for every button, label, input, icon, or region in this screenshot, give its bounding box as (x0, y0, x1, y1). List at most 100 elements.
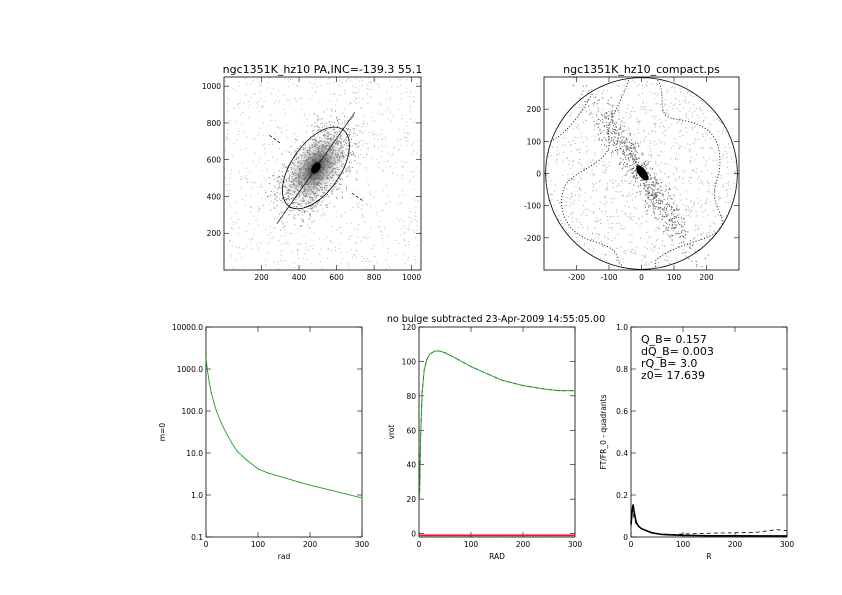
bar-pixel (681, 252, 683, 254)
noise-pixel (347, 251, 349, 253)
compact-pixel (726, 156, 728, 158)
compact-pixel (725, 132, 727, 134)
noise-pixel (370, 260, 372, 262)
noise-pixel (382, 209, 384, 211)
galaxy-pixel (347, 128, 349, 130)
compact-pixel (698, 107, 700, 109)
compact-pixel (670, 217, 672, 219)
galaxy-pixel (331, 190, 333, 192)
compact-pixel (725, 215, 727, 217)
bar-pixel (616, 151, 618, 153)
bar-pixel (639, 193, 641, 195)
bar-pixel (685, 234, 687, 236)
bar-pixel (669, 224, 671, 226)
compact-pixel (726, 195, 728, 197)
noise-pixel (400, 145, 402, 147)
noise-pixel (269, 203, 271, 205)
compact-pixel (660, 211, 662, 213)
noise-pixel (227, 133, 229, 135)
bar-pixel (653, 173, 655, 175)
compact-pixel (650, 236, 652, 238)
noise-pixel (263, 122, 265, 124)
bar-pixel (677, 246, 679, 248)
compact-xtick-label: -200 (568, 273, 585, 282)
vrot-model-line (419, 350, 575, 500)
bar-pixel (655, 194, 657, 196)
noise-pixel (282, 227, 284, 229)
bar-pixel (617, 137, 619, 139)
noise-pixel (296, 100, 298, 102)
compact-pixel (688, 210, 690, 212)
compact-pixel (635, 196, 637, 198)
noise-pixel (390, 154, 392, 156)
noise-pixel (261, 107, 263, 109)
compact-pixel (610, 198, 612, 200)
bar-pixel (666, 222, 668, 224)
bar-pixel (647, 210, 649, 212)
compact-pixel (604, 171, 606, 173)
compact-pixel (691, 209, 693, 211)
compact-pixel (618, 85, 620, 87)
noise-pixel (292, 83, 294, 85)
noise-pixel (357, 88, 359, 90)
bar-pixel (650, 195, 652, 197)
compact-pixel (556, 210, 558, 212)
m0-point (299, 481, 301, 483)
noise-pixel (247, 106, 249, 108)
compact-pixel (672, 145, 674, 147)
bar-pixel (647, 188, 649, 190)
bar-pixel (653, 210, 655, 212)
noise-pixel (312, 131, 314, 133)
noise-pixel (315, 91, 317, 93)
compact-ytick-label: -100 (524, 202, 541, 211)
galaxy-pixel (352, 151, 354, 153)
noise-pixel (249, 172, 251, 174)
noise-pixel (282, 261, 284, 263)
noise-pixel (244, 77, 246, 79)
compact-pixel (601, 253, 603, 255)
compact-pixel (642, 101, 644, 103)
galaxy-pixel (335, 186, 337, 188)
noise-pixel (297, 228, 299, 230)
noise-pixel (413, 230, 415, 232)
vrot-ytick-label: 0 (411, 530, 416, 539)
compact-pixel (671, 260, 673, 262)
compact-pixel (653, 246, 655, 248)
noise-pixel (353, 130, 355, 132)
noise-pixel (258, 193, 260, 195)
bar-pixel (652, 203, 654, 205)
compact-pixel (695, 107, 697, 109)
compact-pixel (580, 224, 582, 226)
compact-pixel (698, 188, 700, 190)
compact-pixel (645, 109, 647, 111)
galaxy-pixel (281, 211, 283, 213)
bar-pixel (644, 184, 646, 186)
bar-pixel (689, 240, 691, 242)
bar-pixel (611, 104, 613, 106)
compact-pixel (654, 118, 656, 120)
bar-pixel (652, 181, 654, 183)
noise-pixel (229, 190, 231, 192)
bar-pixel (614, 129, 616, 131)
compact-pixel (644, 106, 646, 108)
noise-pixel (258, 247, 260, 249)
compact-pixel (618, 256, 620, 258)
bar-pixel (666, 229, 668, 231)
compact-pixel (701, 133, 703, 135)
vrot-point (470, 365, 472, 368)
bar-pixel (619, 164, 621, 166)
bar-pixel (623, 125, 625, 127)
compact-pixel (567, 157, 569, 159)
noise-pixel (366, 93, 368, 95)
noise-pixel (229, 193, 231, 195)
bar-pixel (629, 147, 631, 149)
noise-pixel (268, 77, 270, 79)
noise-pixel (385, 259, 387, 261)
compact-pixel (577, 227, 579, 229)
compact-pixel (592, 186, 594, 188)
noise-pixel (294, 266, 296, 268)
compact-pixel (708, 191, 710, 193)
noise-pixel (406, 132, 408, 134)
compact-pixel (611, 97, 613, 99)
compact-pixel (687, 93, 689, 95)
